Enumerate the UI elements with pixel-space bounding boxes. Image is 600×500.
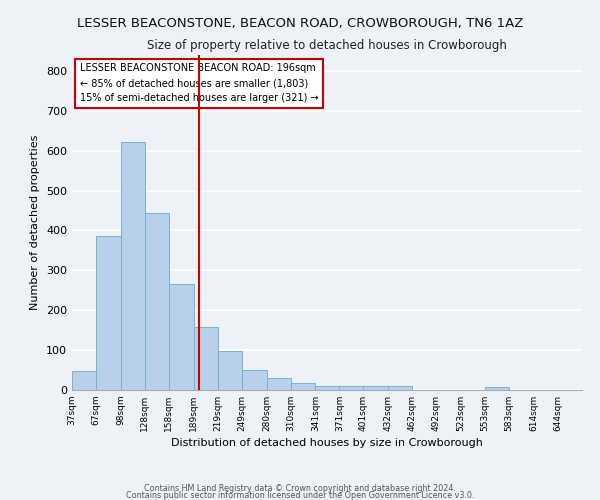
- Text: Contains HM Land Registry data © Crown copyright and database right 2024.: Contains HM Land Registry data © Crown c…: [144, 484, 456, 493]
- Bar: [145, 214, 169, 390]
- Bar: [340, 386, 364, 390]
- Bar: [485, 387, 509, 390]
- Text: LESSER BEACONSTONE BEACON ROAD: 196sqm
← 85% of detached houses are smaller (1,8: LESSER BEACONSTONE BEACON ROAD: 196sqm ←…: [80, 64, 318, 103]
- Text: LESSER BEACONSTONE, BEACON ROAD, CROWBOROUGH, TN6 1AZ: LESSER BEACONSTONE, BEACON ROAD, CROWBOR…: [77, 18, 523, 30]
- Bar: [169, 284, 194, 390]
- Bar: [121, 142, 145, 390]
- Bar: [242, 370, 266, 390]
- X-axis label: Distribution of detached houses by size in Crowborough: Distribution of detached houses by size …: [171, 438, 483, 448]
- Bar: [364, 386, 388, 390]
- Bar: [316, 386, 340, 390]
- Bar: [388, 386, 412, 390]
- Title: Size of property relative to detached houses in Crowborough: Size of property relative to detached ho…: [147, 40, 507, 52]
- Bar: [218, 351, 242, 390]
- Bar: [290, 383, 316, 390]
- Y-axis label: Number of detached properties: Number of detached properties: [31, 135, 40, 310]
- Bar: [266, 378, 290, 390]
- Text: Contains public sector information licensed under the Open Government Licence v3: Contains public sector information licen…: [126, 490, 474, 500]
- Bar: [194, 328, 218, 390]
- Bar: [72, 371, 96, 390]
- Bar: [96, 236, 121, 390]
